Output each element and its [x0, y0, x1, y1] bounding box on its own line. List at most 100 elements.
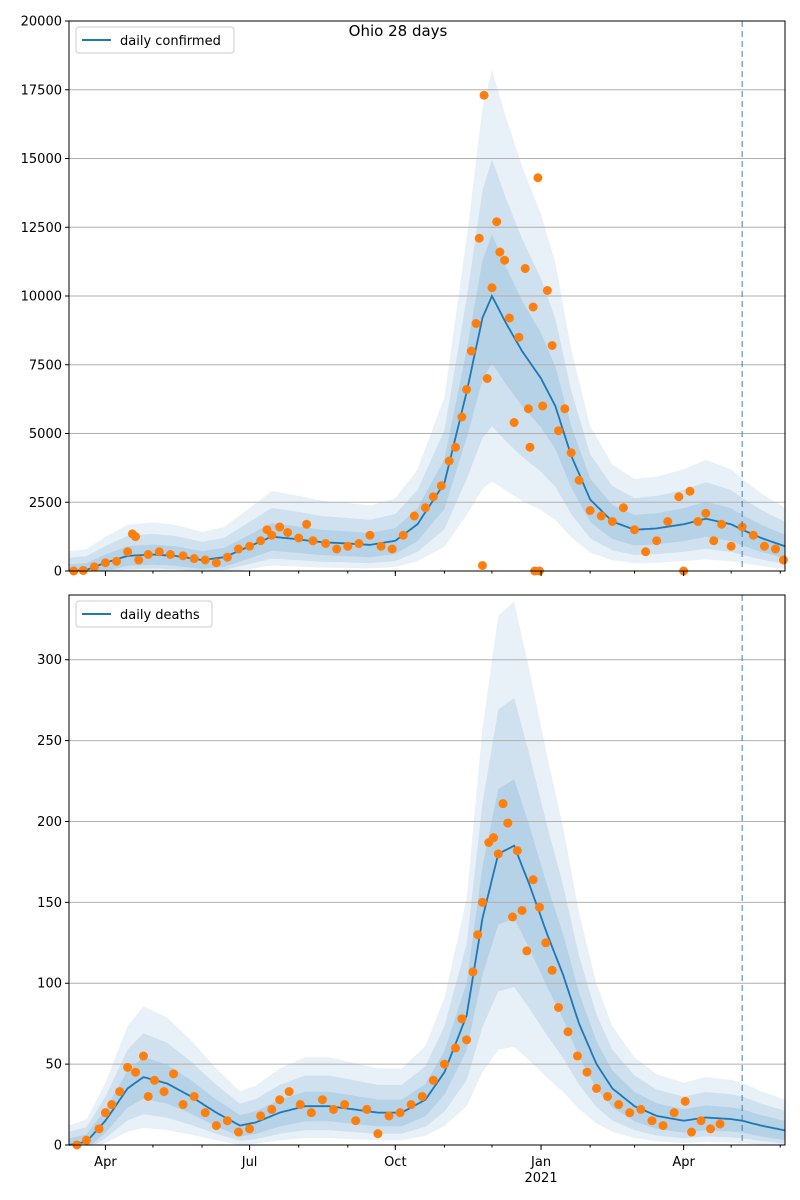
data-point: [321, 539, 331, 548]
data-point: [444, 456, 454, 466]
data-point: [340, 1100, 350, 1110]
data-point: [493, 849, 503, 859]
data-point: [384, 1111, 394, 1121]
data-point: [701, 508, 711, 518]
data-point: [112, 556, 122, 566]
data-point: [487, 283, 497, 293]
data-point: [94, 1124, 104, 1134]
data-point: [436, 481, 446, 491]
data-point: [680, 1096, 690, 1106]
data-point: [131, 532, 141, 542]
legend-label-daily-confirmed: daily confirmed: [120, 34, 221, 49]
data-point: [439, 1059, 449, 1069]
data-point: [417, 1091, 427, 1101]
data-point: [81, 1135, 91, 1145]
data-point: [275, 522, 285, 532]
data-point: [563, 1027, 573, 1037]
data-point: [275, 1095, 285, 1105]
data-point: [362, 1104, 372, 1114]
data-point: [641, 547, 651, 557]
data-point: [477, 561, 487, 570]
data-point: [267, 1104, 277, 1114]
data-point: [553, 426, 563, 436]
data-point: [317, 1095, 327, 1105]
data-point: [696, 1116, 706, 1126]
y-tick-label: 17500: [21, 83, 62, 98]
confidence-band-2: [69, 697, 785, 1145]
data-point: [100, 558, 110, 568]
data-point: [542, 286, 552, 295]
data-point: [365, 530, 375, 540]
data-point: [343, 541, 353, 551]
x-tick-year-label: 2021: [525, 1171, 558, 1186]
data-point: [123, 547, 133, 557]
x-tick-label: Oct: [384, 1155, 406, 1170]
x-tick-label: Apr: [672, 1155, 695, 1170]
data-point: [189, 1091, 199, 1101]
data-point: [373, 1129, 383, 1139]
data-point: [178, 1100, 188, 1110]
confidence-band-3: [69, 234, 785, 571]
data-point: [687, 1127, 697, 1137]
data-point: [748, 530, 758, 540]
data-point: [409, 511, 419, 521]
data-point: [495, 247, 505, 257]
data-point: [284, 1087, 294, 1097]
data-point: [693, 517, 703, 526]
data-point: [302, 519, 312, 529]
plot-frame-deaths: [68, 594, 786, 1146]
data-point: [618, 503, 628, 513]
data-point: [329, 1104, 339, 1114]
data-point: [165, 550, 175, 559]
series-line-daily-deaths: [68, 844, 786, 1146]
data-point: [759, 541, 769, 551]
data-point: [541, 938, 551, 948]
data-point: [267, 530, 277, 540]
x-tick-label: Jan: [530, 1155, 551, 1170]
y-tick-label: 150: [37, 896, 62, 911]
data-point: [479, 90, 489, 100]
x-axis-confirmed: [104, 571, 781, 576]
y-tick-label: 12500: [21, 221, 62, 236]
data-point: [685, 486, 695, 496]
data-point: [533, 173, 543, 183]
data-point: [451, 442, 461, 452]
data-point: [462, 1035, 472, 1045]
data-point: [376, 541, 386, 551]
y-tick-label: 5000: [29, 427, 62, 442]
data-point: [143, 550, 153, 559]
data-point: [504, 313, 514, 323]
data-point: [471, 319, 481, 328]
data-point: [420, 503, 430, 513]
legend-confirmed: daily confirmed: [75, 26, 235, 54]
y-tick-label: 20000: [21, 15, 62, 30]
data-point: [726, 541, 736, 551]
data-point: [351, 1116, 361, 1126]
data-point: [178, 551, 188, 561]
data-point: [354, 539, 364, 548]
data-point: [115, 1087, 125, 1097]
data-point: [256, 1111, 266, 1121]
data-point: [473, 930, 483, 940]
data-point: [652, 536, 662, 546]
data-point: [100, 1108, 110, 1118]
y-tick-label: 0: [54, 1139, 62, 1154]
data-point: [512, 846, 522, 856]
y-tick-label: 200: [37, 815, 62, 830]
data-point: [78, 565, 88, 575]
data-point: [468, 967, 478, 977]
data-point: [138, 1051, 148, 1061]
data-point: [395, 1108, 405, 1118]
data-point: [428, 1075, 438, 1085]
legend-box: [75, 600, 213, 628]
x-tick-label: Jul: [241, 1155, 258, 1170]
data-point: [547, 341, 557, 350]
data-point: [663, 517, 673, 526]
data-point: [658, 1121, 668, 1131]
data-point: [131, 1067, 141, 1077]
confidence-band-1: [69, 601, 785, 1145]
data-point: [582, 1067, 592, 1077]
data-point: [498, 799, 508, 809]
